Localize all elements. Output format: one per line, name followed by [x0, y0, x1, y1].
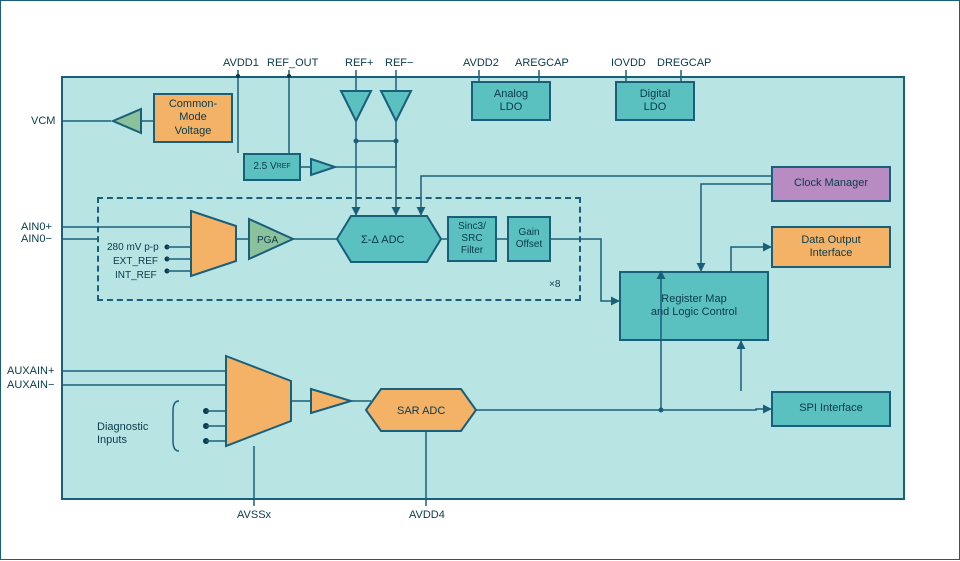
pin-ref-m: REF−	[385, 57, 413, 69]
block-gain-offset: Gain Offset	[507, 216, 551, 262]
pin-ref-out: REF_OUT	[267, 57, 318, 69]
pin-vcm: VCM	[31, 115, 55, 127]
pin-avdd4: AVDD4	[409, 509, 445, 521]
pin-ain0p: AIN0+	[21, 221, 52, 233]
diagnostic-inputs-label: DiagnosticInputs	[97, 421, 148, 447]
pin-avdd1: AVDD1	[223, 57, 259, 69]
pin-iovdd: IOVDD	[611, 57, 646, 69]
pin-avdd2: AVDD2	[463, 57, 499, 69]
block-common-mode-voltage: Common- Mode Voltage	[153, 93, 233, 143]
pin-auxm: AUXAIN−	[7, 379, 54, 391]
diagram-canvas: ×8 AVDD1 REF_OUT REF+ REF− AVDD2 AREGCAP…	[0, 0, 960, 560]
block-analog-ldo: Analog LDO	[471, 81, 551, 121]
block-vref: 2.5 VREF	[243, 153, 301, 181]
block-register-map: Register Map and Logic Control	[619, 271, 769, 341]
pin-ref-p: REF+	[345, 57, 373, 69]
block-clock-manager: Clock Manager	[771, 166, 891, 202]
channel-multiplier-note: ×8	[549, 279, 560, 290]
pin-aregcap: AREGCAP	[515, 57, 569, 69]
pin-auxp: AUXAIN+	[7, 365, 54, 377]
block-sinc-filter: Sinc3/ SRC Filter	[447, 216, 497, 262]
pin-avssx: AVSSx	[237, 509, 271, 521]
mux-in-extref: EXT_REF	[113, 256, 158, 267]
mux-in-280mv: 280 mV p-p	[107, 242, 159, 253]
pin-ain0m: AIN0−	[21, 233, 52, 245]
mux-in-intref: INT_REF	[115, 270, 157, 281]
pin-dregcap: DREGCAP	[657, 57, 711, 69]
block-digital-ldo: Digital LDO	[615, 81, 695, 121]
block-data-output-interface: Data Output Interface	[771, 226, 891, 268]
block-spi-interface: SPI Interface	[771, 391, 891, 427]
